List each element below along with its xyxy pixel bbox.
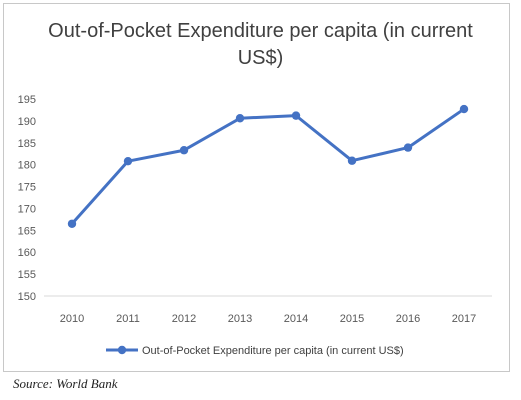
- x-tick-label: 2013: [228, 313, 252, 325]
- chart-title-line-1: Out-of-Pocket Expenditure per capita (in…: [48, 20, 473, 42]
- data-point: [291, 111, 301, 120]
- legend-label: Out-of-Pocket Expenditure per capita (in…: [142, 345, 404, 357]
- series-line: [70, 107, 466, 226]
- legend-marker-dot: [117, 345, 127, 355]
- y-tick-label: 150: [18, 291, 36, 303]
- y-tick-label: 195: [18, 94, 36, 106]
- source-note: Source: World Bank: [13, 376, 118, 391]
- y-tick-label: 155: [18, 269, 36, 281]
- chart-frame: [3, 3, 510, 372]
- data-point: [235, 114, 245, 123]
- chart-title-line-2: US$): [237, 47, 284, 69]
- y-tick-label: 180: [18, 160, 36, 172]
- data-point: [459, 104, 469, 114]
- chart-title: Out-of-Pocket Expenditure per capita (in…: [0, 18, 521, 72]
- y-tick-label: 175: [18, 182, 36, 194]
- x-tick-label: 2012: [172, 313, 196, 325]
- data-point: [123, 156, 133, 166]
- data-point: [347, 156, 357, 165]
- x-tick-label: 2010: [60, 313, 84, 325]
- x-tick-label: 2015: [340, 313, 364, 325]
- x-tick-label: 2017: [452, 313, 476, 325]
- y-tick-label: 185: [18, 138, 36, 150]
- x-tick-label: 2016: [396, 313, 420, 325]
- y-tick-label: 170: [18, 203, 36, 215]
- y-tick-label: 160: [18, 247, 36, 259]
- y-tick-label: 165: [18, 225, 36, 237]
- x-tick-label: 2011: [116, 313, 140, 325]
- x-tick-label: 2014: [284, 313, 308, 325]
- data-point: [179, 146, 189, 155]
- data-point: [67, 219, 77, 228]
- y-tick-label: 190: [18, 116, 36, 128]
- data-point: [403, 143, 413, 152]
